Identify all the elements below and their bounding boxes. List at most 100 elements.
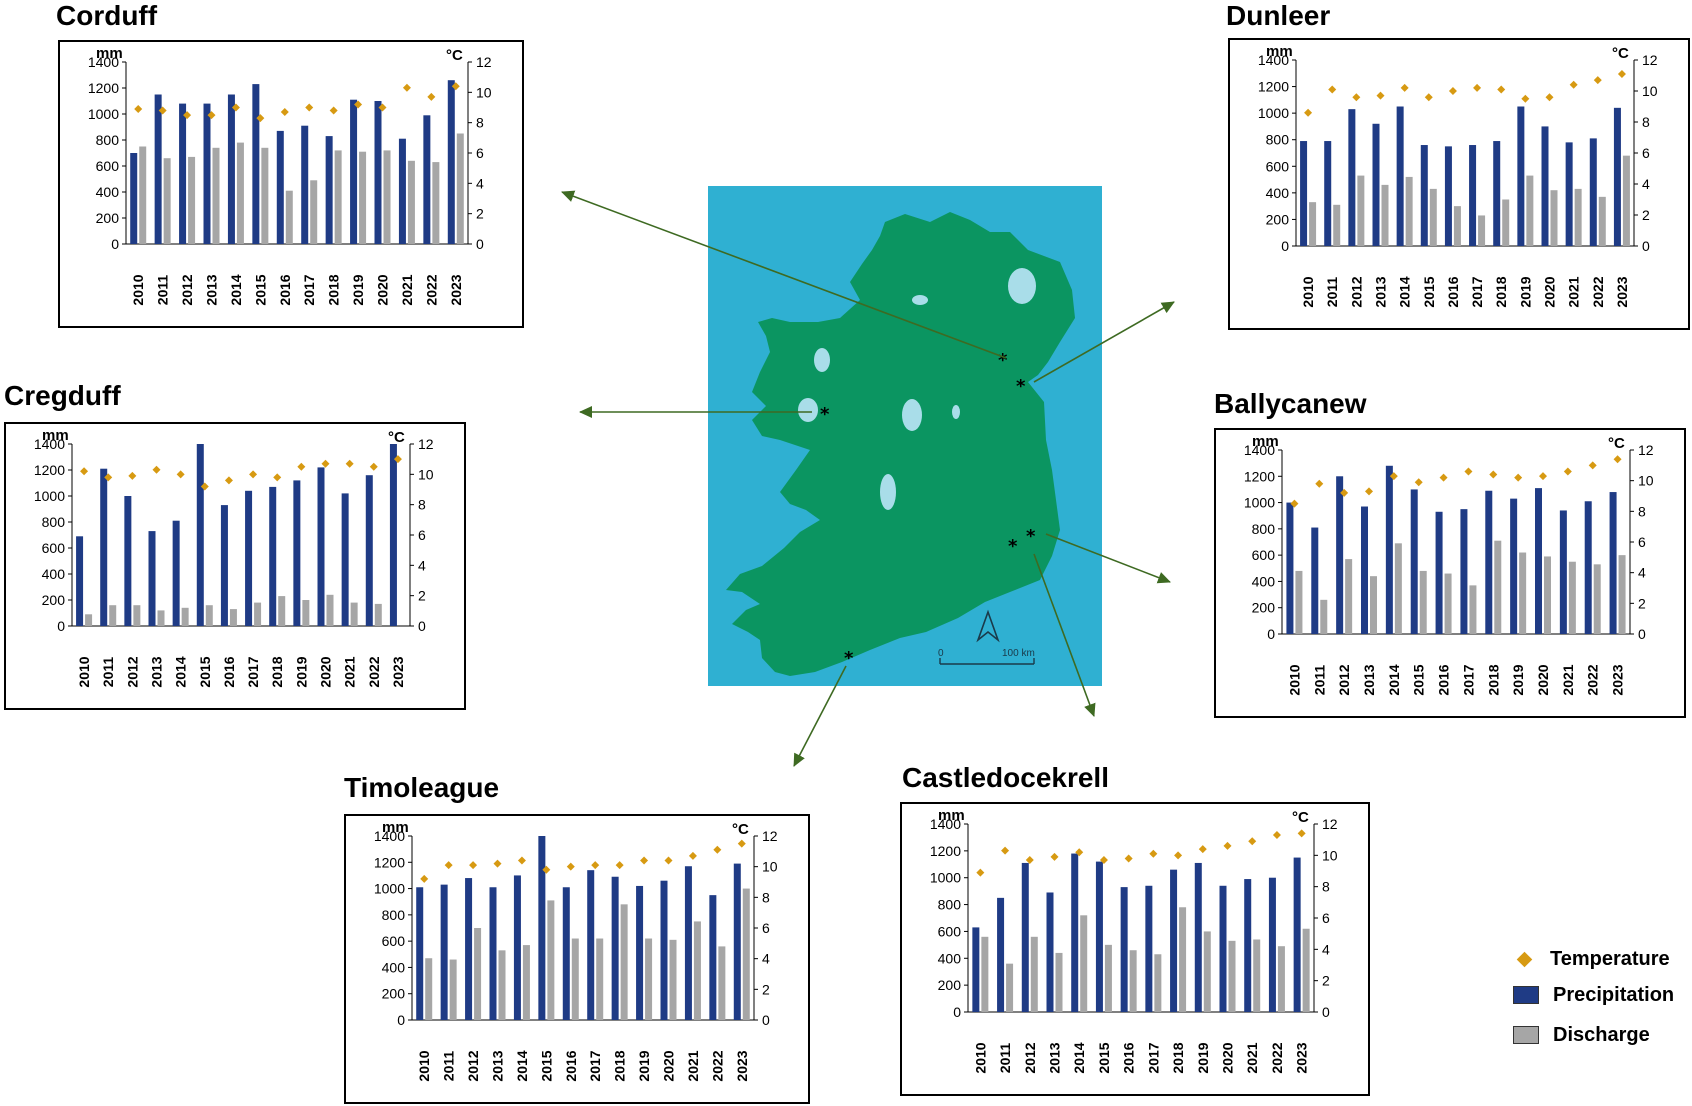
x-tick-label: 2011 — [1311, 665, 1327, 696]
temperature-point — [297, 462, 306, 471]
discharge-bar — [85, 614, 93, 626]
discharge-bar — [456, 133, 464, 244]
y2-tick-label: 12 — [762, 828, 778, 844]
chart-title-ballycanew: Ballycanew — [1214, 388, 1367, 419]
precipitation-bar — [1584, 501, 1592, 634]
x-tick-label: 2022 — [709, 1050, 725, 1081]
x-tick-label: 2010 — [130, 274, 146, 305]
discharge-bar — [425, 958, 433, 1020]
y-tick-label: 400 — [1266, 185, 1290, 201]
precipitation-bar — [660, 880, 668, 1020]
precipitation-bar — [389, 444, 397, 626]
x-tick-label: 2018 — [1493, 276, 1509, 307]
x-tick-label: 2010 — [972, 1042, 988, 1073]
x-tick-label: 2015 — [1411, 664, 1427, 695]
precipitation-bar — [1396, 106, 1404, 246]
x-tick-label: 2018 — [612, 1050, 628, 1081]
y2-tick-label: 6 — [1322, 910, 1330, 926]
x-tick-label: 2020 — [661, 1050, 677, 1081]
x-tick-label: 2019 — [1517, 276, 1533, 307]
y-tick-label: 600 — [42, 540, 66, 556]
x-tick-label: 2021 — [342, 656, 358, 687]
precipitation-bar — [1410, 489, 1418, 634]
x-tick-label: 2023 — [1610, 664, 1626, 695]
precipitation-bar — [1336, 476, 1344, 634]
y-tick-label: 1000 — [34, 488, 65, 504]
x-tick-label: 2021 — [1566, 276, 1582, 307]
precipitation-bar — [611, 876, 619, 1020]
chart-cregduff: 0 200 400 600 800 1000 1200 1400 0 2 4 6 8 10 12 mm °C 20… — [4, 422, 466, 710]
y2-tick-label: 8 — [1638, 503, 1646, 519]
site-marker-timoleague: * — [844, 648, 854, 669]
temperature-point — [1569, 80, 1578, 89]
y-tick-label: 400 — [938, 950, 962, 966]
legend-item-discharge: Discharge — [1513, 1022, 1650, 1048]
temperature-point — [1514, 473, 1523, 482]
temperature-point — [517, 856, 526, 865]
y-axis-label: mm — [42, 427, 69, 444]
precipitation-bar — [100, 468, 108, 626]
y-tick-label: 200 — [1252, 600, 1276, 616]
x-tick-label: 2013 — [1361, 664, 1377, 695]
temperature-point — [469, 861, 478, 870]
y-tick-label: 800 — [42, 514, 66, 530]
temperature-point — [207, 111, 216, 120]
discharge-bar — [693, 921, 701, 1020]
x-tick-label: 2012 — [1336, 664, 1352, 695]
discharge-bar — [229, 609, 237, 626]
y2-tick-label: 2 — [762, 981, 770, 997]
precipitation-bar — [276, 130, 284, 244]
x-tick-label: 2023 — [448, 274, 464, 305]
precipitation-bar — [269, 486, 277, 626]
chart-title-castledocekrell: Castledocekrell — [902, 762, 1109, 793]
discharge-bar — [1203, 931, 1211, 1012]
y-tick-label: 200 — [1266, 211, 1290, 227]
temperature-point — [1297, 829, 1306, 838]
y-tick-label: 1200 — [88, 80, 119, 96]
temperature-point — [444, 861, 453, 870]
y2-tick-label: 10 — [1322, 847, 1338, 863]
discharge-bar — [432, 162, 440, 244]
y-tick-label: 0 — [953, 1004, 961, 1020]
x-tick-label: 2019 — [293, 656, 309, 687]
x-tick-label: 2012 — [1022, 1042, 1038, 1073]
x-tick-label: 2016 — [1121, 1042, 1137, 1073]
precipitation-bar — [1071, 853, 1079, 1012]
map-lake — [952, 405, 960, 419]
x-tick-label: 2020 — [1542, 276, 1558, 307]
y-tick-label: 200 — [382, 986, 406, 1002]
discharge-bar — [350, 602, 358, 626]
discharge-bar — [1080, 915, 1088, 1012]
discharge-bar — [302, 600, 310, 626]
map-lake — [912, 295, 928, 305]
discharge-bar — [474, 928, 482, 1020]
precipitation-bar — [465, 878, 473, 1020]
discharge-bar — [718, 946, 726, 1020]
temperature-swatch — [1516, 951, 1533, 967]
x-tick-label: 2017 — [587, 1050, 603, 1081]
y-tick-label: 1400 — [88, 54, 119, 70]
temperature-point — [1545, 93, 1554, 102]
discharge-bar — [1104, 944, 1112, 1012]
discharge-bar — [1502, 199, 1510, 246]
precipitation-bar — [1460, 509, 1468, 634]
arrow-to-castledocekrell — [1033, 553, 1096, 717]
precipitation-bar — [365, 475, 373, 626]
precipitation-bar — [1170, 869, 1178, 1012]
discharge-bar — [1357, 175, 1365, 246]
precipitation-bar — [1095, 861, 1103, 1012]
y-tick-label: 800 — [938, 897, 962, 913]
y-tick-label: 1200 — [930, 843, 961, 859]
precipitation-bar — [538, 836, 546, 1020]
y2-tick-label: 12 — [1642, 52, 1658, 68]
x-tick-label: 2020 — [1535, 664, 1551, 695]
discharge-bar — [1381, 184, 1389, 246]
discharge-bar — [1405, 176, 1413, 246]
discharge-bar — [645, 938, 653, 1020]
y-tick-label: 1200 — [34, 462, 65, 478]
x-tick-label: 2022 — [1590, 276, 1606, 307]
precipitation-bar — [76, 536, 84, 626]
discharge-bar — [1345, 559, 1353, 634]
legend-label-discharge: Discharge — [1553, 1023, 1650, 1046]
